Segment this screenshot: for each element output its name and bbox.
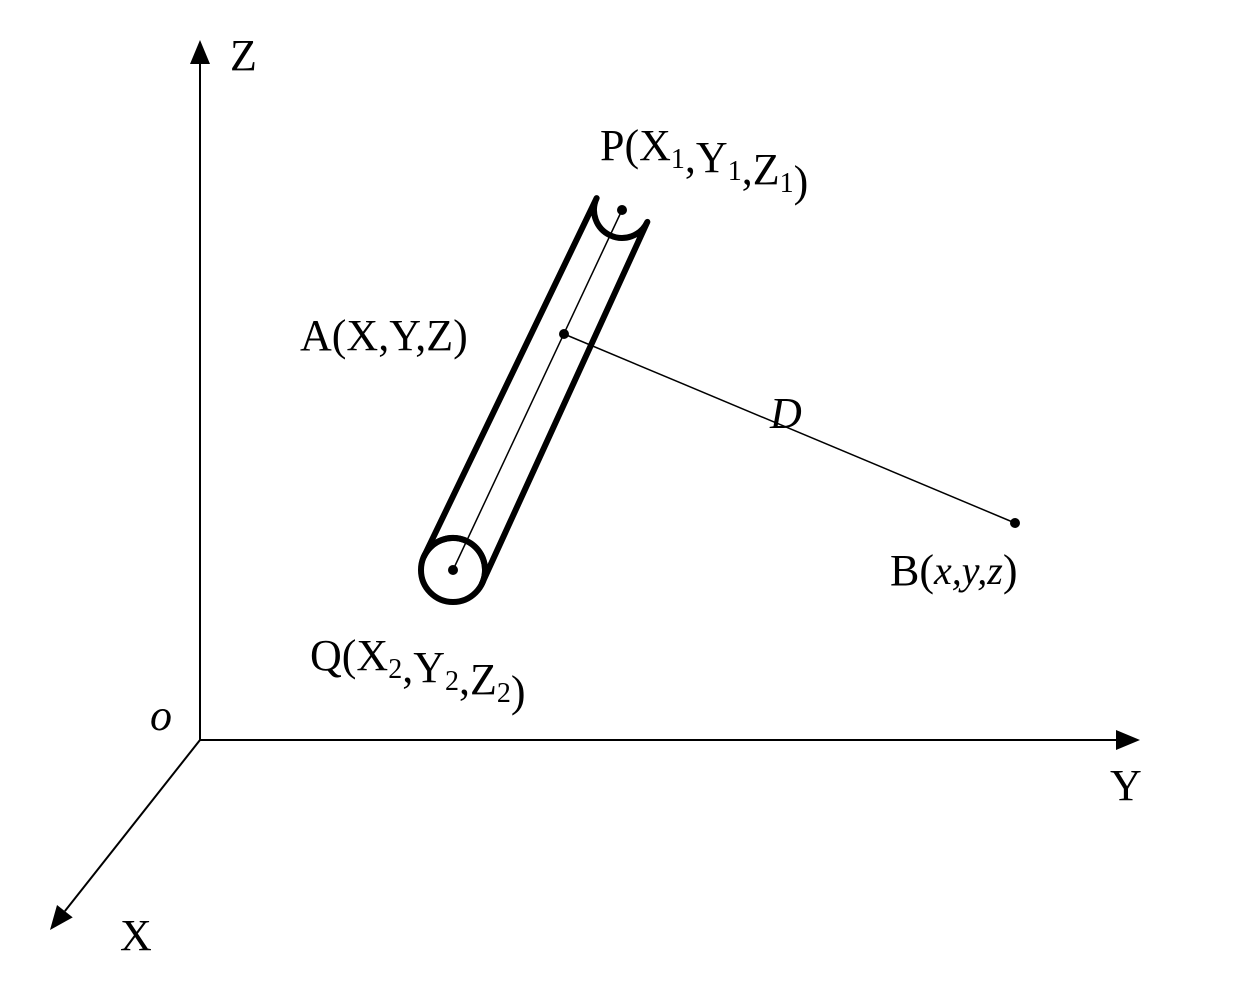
point-b-dot [1010, 518, 1020, 528]
label-d: D [769, 389, 802, 438]
point-p-dot [617, 205, 627, 215]
cylinder-outline [424, 198, 647, 583]
axis-z-label: Z [230, 31, 257, 80]
origin-label: o [150, 691, 172, 740]
label-q: Q(X2,Y2,Z2) [310, 631, 526, 716]
point-a-dot [559, 329, 569, 339]
axis-y-label: Y [1110, 761, 1142, 810]
axis-x-label: X [120, 911, 152, 960]
label-p: P(X1,Y1,Z1) [600, 121, 808, 206]
cylinder-centerline [453, 210, 622, 570]
label-b: B(x,y,z) [890, 546, 1018, 595]
label-a: A(X,Y,Z) [300, 311, 468, 360]
point-q-dot [448, 565, 458, 575]
